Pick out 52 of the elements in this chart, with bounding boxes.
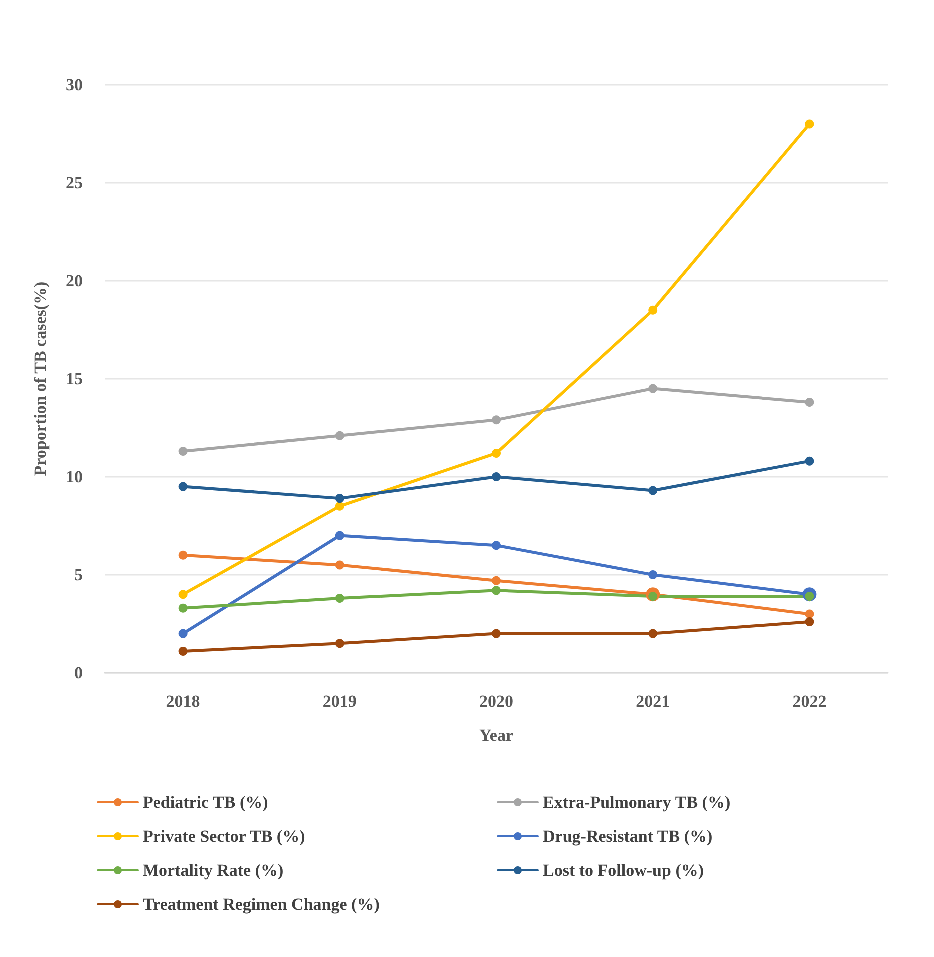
point [335,560,344,570]
point [335,431,344,440]
point [178,646,188,656]
point [492,541,501,550]
point [335,502,344,511]
legend-label: Pediatric TB (%) [143,793,268,812]
point [335,531,344,540]
point [178,550,188,560]
point [178,482,188,492]
point [648,570,658,580]
point [805,618,814,627]
y-tick-label: 15 [66,370,83,388]
legend-label: Drug-Resistant TB (%) [543,827,713,846]
y-tick-label: 30 [66,76,83,94]
legend-label: Extra-Pulmonary TB (%) [543,793,731,812]
y-tick-label: 0 [74,664,83,682]
legend-label: Treatment Regimen Change (%) [143,895,380,914]
legend-label: Lost to Follow-up (%) [543,861,704,880]
point [648,306,658,315]
point [648,629,658,638]
point [648,384,658,394]
point [492,576,501,586]
y-tick-label: 20 [66,272,83,290]
x-tick-label: 2020 [480,692,514,711]
x-tick-label: 2019 [322,692,357,711]
point [178,447,188,456]
point [178,604,188,613]
point [492,586,501,596]
y-tick-label: 5 [74,566,83,584]
point [805,610,814,619]
point [805,120,814,129]
point [178,629,188,638]
point [178,590,188,600]
x-tick-label: 2022 [792,692,827,711]
legend-label: Private Sector TB (%) [143,827,306,846]
point [805,456,814,466]
y-tick-label: 25 [66,174,83,192]
x-axis-title: Year [480,726,514,745]
point [492,448,501,458]
point [492,472,501,482]
point [648,486,658,496]
point [492,629,501,638]
point [335,494,344,504]
y-tick-label: 10 [66,468,83,486]
y-axis-title: Proportion of TB cases(%) [31,282,50,476]
point [805,398,814,408]
point [335,594,344,604]
legend-label: Mortality Rate (%) [143,861,284,880]
x-tick-label: 2021 [636,692,670,711]
point [492,416,501,425]
point [335,639,344,648]
x-tick-label: 2018 [166,692,200,711]
